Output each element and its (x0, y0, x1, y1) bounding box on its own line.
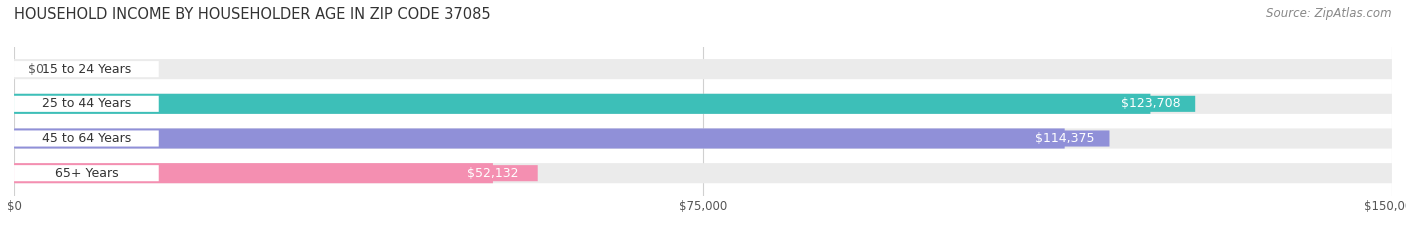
FancyBboxPatch shape (14, 165, 159, 181)
Text: $123,708: $123,708 (1121, 97, 1180, 110)
Text: HOUSEHOLD INCOME BY HOUSEHOLDER AGE IN ZIP CODE 37085: HOUSEHOLD INCOME BY HOUSEHOLDER AGE IN Z… (14, 7, 491, 22)
FancyBboxPatch shape (1105, 96, 1195, 112)
FancyBboxPatch shape (449, 165, 537, 181)
Text: 25 to 44 Years: 25 to 44 Years (42, 97, 131, 110)
FancyBboxPatch shape (14, 128, 1064, 149)
Text: $0: $0 (28, 63, 44, 76)
FancyBboxPatch shape (14, 61, 159, 77)
FancyBboxPatch shape (14, 130, 159, 147)
Text: 15 to 24 Years: 15 to 24 Years (42, 63, 131, 76)
FancyBboxPatch shape (14, 94, 1392, 114)
FancyBboxPatch shape (14, 96, 159, 112)
Text: 65+ Years: 65+ Years (55, 167, 118, 180)
FancyBboxPatch shape (14, 163, 1392, 183)
FancyBboxPatch shape (1019, 130, 1109, 147)
FancyBboxPatch shape (14, 59, 1392, 79)
Text: 45 to 64 Years: 45 to 64 Years (42, 132, 131, 145)
Text: $114,375: $114,375 (1035, 132, 1094, 145)
FancyBboxPatch shape (14, 128, 1392, 149)
FancyBboxPatch shape (14, 94, 1150, 114)
Text: $52,132: $52,132 (467, 167, 519, 180)
Text: Source: ZipAtlas.com: Source: ZipAtlas.com (1267, 7, 1392, 20)
FancyBboxPatch shape (14, 163, 494, 183)
